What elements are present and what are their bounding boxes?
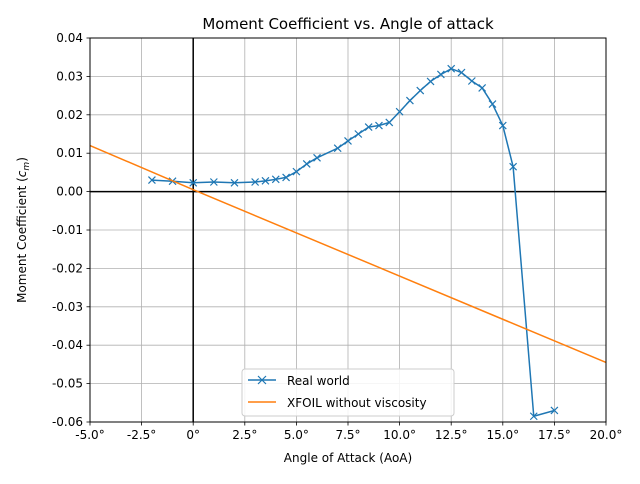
y-axis-label-symbol: c (15, 170, 29, 177)
data-point-real-world (302, 160, 311, 168)
legend-label-xfoil: XFOIL without viscosity (287, 396, 427, 410)
x-tick-label: -5.0° (75, 428, 104, 442)
x-tick-label: 15.0° (486, 428, 519, 442)
x-tick-label: 20.0° (590, 428, 623, 442)
data-point-real-world (447, 64, 456, 73)
y-tick-label: -0.01 (52, 223, 83, 237)
data-point-real-world (436, 70, 445, 79)
x-tick-label: 0° (186, 428, 200, 442)
data-point-real-world (189, 178, 198, 187)
data-point-real-world (354, 130, 363, 138)
y-tick-label: 0.03 (56, 69, 83, 83)
data-point-real-world (209, 178, 218, 186)
data-point-real-world (395, 107, 404, 116)
x-tick-label: -2.5° (127, 428, 156, 442)
data-point-real-world (282, 173, 291, 182)
x-tick-label: 10.0° (383, 428, 416, 442)
legend-marker-real-world (257, 375, 267, 385)
data-point-real-world (292, 167, 301, 176)
legend: Real world XFOIL without viscosity (241, 368, 455, 417)
x-tick-label: 2.5° (232, 428, 257, 442)
data-point-real-world (550, 406, 559, 415)
series-line-xfoil-without-viscosity (89, 144, 607, 364)
legend-label-real-world: Real world (287, 374, 350, 388)
data-point-real-world (529, 412, 538, 421)
y-tick-label: -0.04 (52, 338, 83, 352)
data-point-real-world (147, 176, 156, 185)
chart-title: Moment Coefficient vs. Angle of attack (202, 15, 494, 33)
x-axis-label: Angle of Attack (AoA) (284, 451, 412, 465)
data-point-real-world (271, 175, 280, 184)
data-point-real-world (509, 162, 518, 171)
data-point-real-world (467, 77, 476, 85)
x-tick-label: 17.5° (538, 428, 571, 442)
series-layer (89, 64, 607, 421)
data-point-real-world (344, 136, 352, 145)
y-tick-label: 0.00 (56, 185, 83, 199)
data-point-real-world (478, 83, 487, 92)
y-axis-label-end: ) (15, 157, 29, 162)
data-point-real-world (405, 96, 414, 105)
data-point-real-world (426, 77, 435, 86)
data-point-real-world (261, 176, 270, 185)
y-tick-label: -0.02 (52, 261, 83, 275)
data-point-real-world (313, 153, 321, 162)
data-point-real-world (488, 100, 497, 108)
zero-axis-lines (90, 38, 606, 422)
x-tick-label: 7.5° (335, 428, 360, 442)
y-tick-label: 0.01 (56, 146, 83, 160)
y-axis-label: Moment Coefficient (cm) (15, 157, 32, 303)
y-tick-label: 0.02 (56, 108, 83, 122)
ticks: -5.0° -2.5° 0° 2.5° 5.0° 7.5° 10.0° 12.5° 15.0° 1… (52, 31, 622, 442)
legend-box (241, 368, 455, 417)
data-point-real-world (416, 86, 425, 95)
x-tick-label: 12.5° (435, 428, 468, 442)
y-tick-label: -0.03 (52, 300, 83, 314)
y-tick-label: 0.04 (56, 31, 83, 45)
data-point-real-world (230, 178, 239, 187)
data-point-real-world (364, 123, 373, 132)
data-point-real-world (457, 68, 466, 77)
data-point-real-world (333, 144, 342, 153)
data-point-real-world (251, 178, 260, 186)
y-axis-label-main: Moment Coefficient ( (15, 177, 29, 303)
y-tick-label: -0.05 (52, 377, 83, 391)
data-point-real-world (385, 118, 394, 127)
x-tick-label: 5.0° (284, 428, 309, 442)
data-point-real-world (375, 121, 383, 130)
y-tick-label: -0.06 (52, 415, 83, 429)
data-point-real-world (498, 121, 507, 130)
y-axis-label-subscript: m (22, 162, 32, 171)
